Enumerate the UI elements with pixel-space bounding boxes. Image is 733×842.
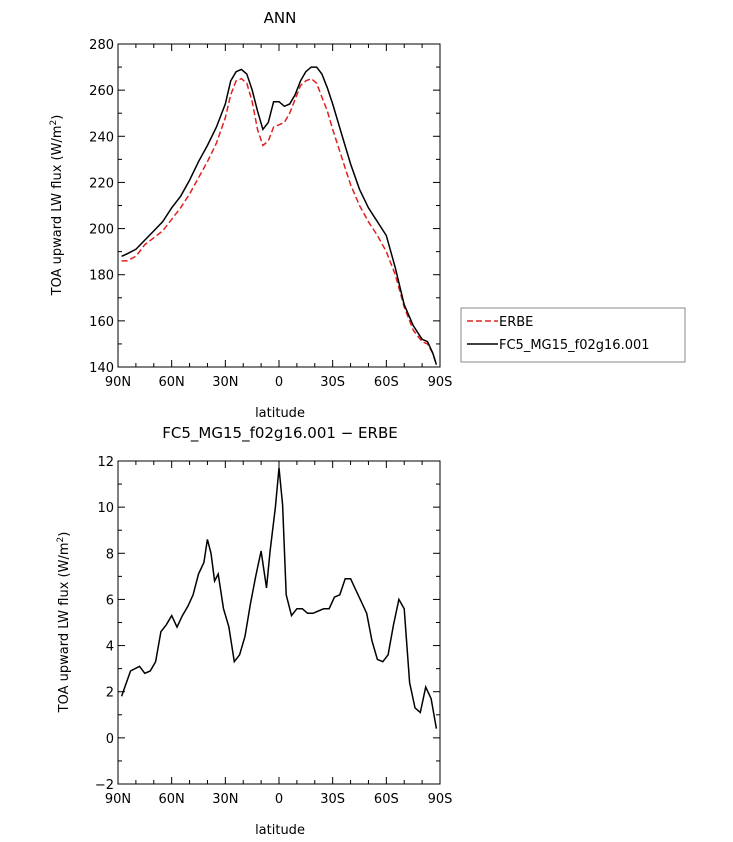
y-tick-label: 220: [89, 176, 114, 191]
bottom-chart-y-axis-label-close: ): [57, 532, 72, 537]
bottom-chart-x-tick-labels: 90N 60N 30N 0 30S 60S 90S: [105, 792, 453, 807]
bottom-chart-title: FC5_MG15_f02g16.001 − ERBE: [162, 424, 397, 443]
series-line-fc5-mg15: [121, 66, 438, 365]
bottom-chart-ticks: [117, 460, 441, 785]
legend-label-fc5-mg15: FC5_MG15_f02g16.001: [499, 338, 650, 353]
x-tick-label: 30N: [212, 375, 238, 390]
bottom-chart-y-tick-labels: −2 0 2 4 6 8 10 12: [95, 455, 114, 793]
top-chart-y-axis-label-close: ): [50, 115, 65, 120]
x-tick-label: 30S: [320, 792, 345, 807]
x-tick-label: 60N: [159, 792, 185, 807]
bottom-chart-y-axis-label-sup: 2: [56, 537, 66, 543]
x-tick-label: 0: [275, 792, 283, 807]
top-chart-ticks: [117, 43, 441, 368]
x-tick-label: 60S: [374, 375, 399, 390]
y-tick-label: 240: [89, 130, 114, 145]
y-tick-label: 260: [89, 84, 114, 99]
y-tick-label: 180: [89, 269, 114, 284]
top-chart-frame: [117, 43, 441, 368]
top-chart-y-axis-label-sup: 2: [49, 120, 59, 126]
x-tick-label: 90S: [428, 792, 453, 807]
x-tick-label: 90N: [105, 375, 131, 390]
y-tick-label: 4: [106, 640, 114, 655]
series-line-difference: [120, 467, 438, 729]
y-tick-label: 140: [89, 361, 114, 376]
y-tick-label: 10: [97, 501, 114, 516]
x-tick-label: 30S: [320, 375, 345, 390]
x-tick-label: 60S: [374, 792, 399, 807]
y-tick-label: 160: [89, 315, 114, 330]
x-tick-label: 0: [275, 375, 283, 390]
y-tick-label: −2: [95, 778, 114, 793]
legend: ERBE FC5_MG15_f02g16.001: [460, 307, 686, 363]
bottom-chart-y-axis-label-main: TOA upward LW flux (W/m: [57, 542, 72, 713]
top-chart: ANN 90N 60N 30N 0 30S 60S 90S 140 160 180 200 220 2…: [49, 9, 452, 421]
y-tick-label: 12: [97, 455, 114, 470]
top-chart-x-axis-label: latitude: [255, 406, 305, 421]
bottom-chart-x-axis-label: latitude: [255, 823, 305, 838]
top-chart-y-axis-label: TOA upward LW flux (W/m2): [49, 115, 65, 297]
bottom-chart: FC5_MG15_f02g16.001 − ERBE 90N 60N 30N 0 30S…: [56, 424, 452, 838]
y-tick-label: 2: [106, 686, 114, 701]
x-tick-label: 90S: [428, 375, 453, 390]
x-tick-label: 60N: [159, 375, 185, 390]
top-chart-y-axis-label-main: TOA upward LW flux (W/m: [50, 125, 65, 296]
y-tick-label: 8: [106, 547, 114, 562]
y-tick-label: 200: [89, 223, 114, 238]
y-tick-label: 0: [106, 732, 114, 747]
x-tick-label: 90N: [105, 792, 131, 807]
x-tick-label: 30N: [212, 792, 238, 807]
series-line-erbe: [121, 77, 438, 365]
top-chart-y-tick-labels: 140 160 180 200 220 240 260 280: [89, 38, 114, 376]
legend-label-erbe: ERBE: [499, 315, 533, 330]
y-tick-label: 6: [106, 593, 114, 608]
top-chart-title: ANN: [264, 9, 297, 27]
y-tick-label: 280: [89, 38, 114, 53]
bottom-chart-y-axis-label: TOA upward LW flux (W/m2): [56, 532, 72, 714]
bottom-chart-frame: [117, 460, 441, 785]
top-chart-x-tick-labels: 90N 60N 30N 0 30S 60S 90S: [105, 375, 453, 390]
legend-box: [460, 307, 686, 363]
